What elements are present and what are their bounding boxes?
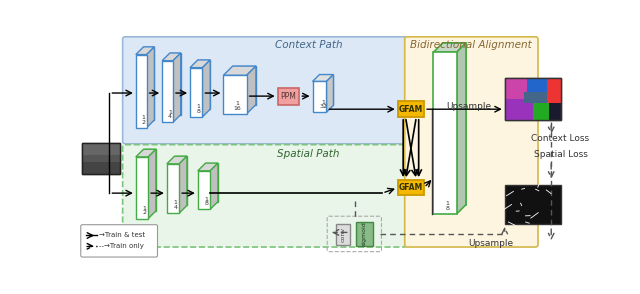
Bar (170, 53, 180, 115)
Bar (505, 78, 527, 99)
Polygon shape (162, 53, 180, 61)
Text: 1
8: 1 8 (196, 104, 200, 114)
Text: PPM: PPM (280, 92, 296, 101)
Bar (136, 54, 147, 128)
Text: →Train & test: →Train & test (99, 233, 145, 238)
Bar (190, 68, 202, 117)
Bar (83, 143, 120, 174)
Bar (443, 43, 466, 205)
Bar (505, 78, 561, 120)
Polygon shape (433, 43, 466, 52)
Text: Spatial Loss: Spatial Loss (534, 150, 588, 159)
Bar (143, 149, 156, 211)
Polygon shape (148, 149, 156, 218)
Polygon shape (190, 60, 210, 68)
Polygon shape (147, 47, 154, 128)
Text: Upsample: Upsample (447, 102, 492, 111)
Text: --→Train only: --→Train only (99, 243, 143, 249)
Text: 1
4: 1 4 (168, 110, 172, 119)
Polygon shape (173, 53, 180, 122)
Bar (83, 143, 120, 174)
Text: sigmoid: sigmoid (362, 222, 367, 246)
Text: GFAM: GFAM (399, 183, 423, 192)
Polygon shape (136, 149, 156, 157)
Polygon shape (136, 47, 154, 54)
Text: 1
32: 1 32 (319, 100, 327, 109)
Bar (205, 163, 218, 202)
Bar (278, 88, 300, 105)
Polygon shape (312, 75, 333, 81)
Bar (532, 103, 549, 120)
FancyBboxPatch shape (123, 37, 406, 144)
Bar (198, 60, 210, 109)
Bar (167, 164, 179, 213)
Bar (162, 61, 173, 122)
Text: GFAM: GFAM (399, 105, 423, 114)
Text: 1
4: 1 4 (173, 201, 177, 210)
Bar (433, 52, 457, 214)
Polygon shape (202, 60, 210, 117)
Bar (397, 101, 424, 117)
Bar (397, 180, 424, 196)
Bar (505, 78, 561, 120)
Bar (312, 81, 326, 112)
Bar (233, 66, 256, 105)
Bar (505, 186, 561, 224)
Bar (356, 222, 373, 246)
Bar (198, 171, 210, 209)
Bar (143, 47, 154, 120)
Polygon shape (179, 156, 187, 213)
Text: Bidirectional Alignment: Bidirectional Alignment (410, 40, 532, 50)
Polygon shape (167, 156, 187, 164)
Bar (527, 78, 547, 92)
Text: 1
2: 1 2 (141, 115, 145, 125)
Polygon shape (198, 163, 218, 171)
Text: Context Path: Context Path (275, 40, 342, 50)
Bar (505, 99, 532, 120)
Bar (83, 155, 120, 162)
FancyBboxPatch shape (404, 37, 538, 247)
Polygon shape (457, 43, 466, 214)
Text: Upsample: Upsample (468, 239, 513, 248)
Text: 1
2: 1 2 (142, 206, 147, 216)
Text: 1
16: 1 16 (234, 101, 241, 111)
Text: Context Loss: Context Loss (531, 134, 589, 143)
Polygon shape (246, 66, 256, 114)
Polygon shape (223, 66, 256, 75)
Bar (136, 157, 148, 218)
Polygon shape (210, 163, 218, 209)
Text: 1
8: 1 8 (204, 197, 208, 206)
Bar (175, 156, 187, 206)
Text: Spatial Path: Spatial Path (277, 149, 340, 159)
Text: conv: conv (340, 227, 345, 242)
FancyBboxPatch shape (81, 225, 157, 257)
Text: 1
8: 1 8 (445, 201, 449, 211)
Bar (336, 224, 349, 245)
Polygon shape (326, 75, 333, 112)
Bar (524, 92, 547, 103)
Bar (223, 75, 246, 114)
Bar (547, 78, 561, 103)
Bar (319, 75, 333, 105)
Bar (83, 143, 120, 158)
FancyBboxPatch shape (123, 145, 406, 247)
